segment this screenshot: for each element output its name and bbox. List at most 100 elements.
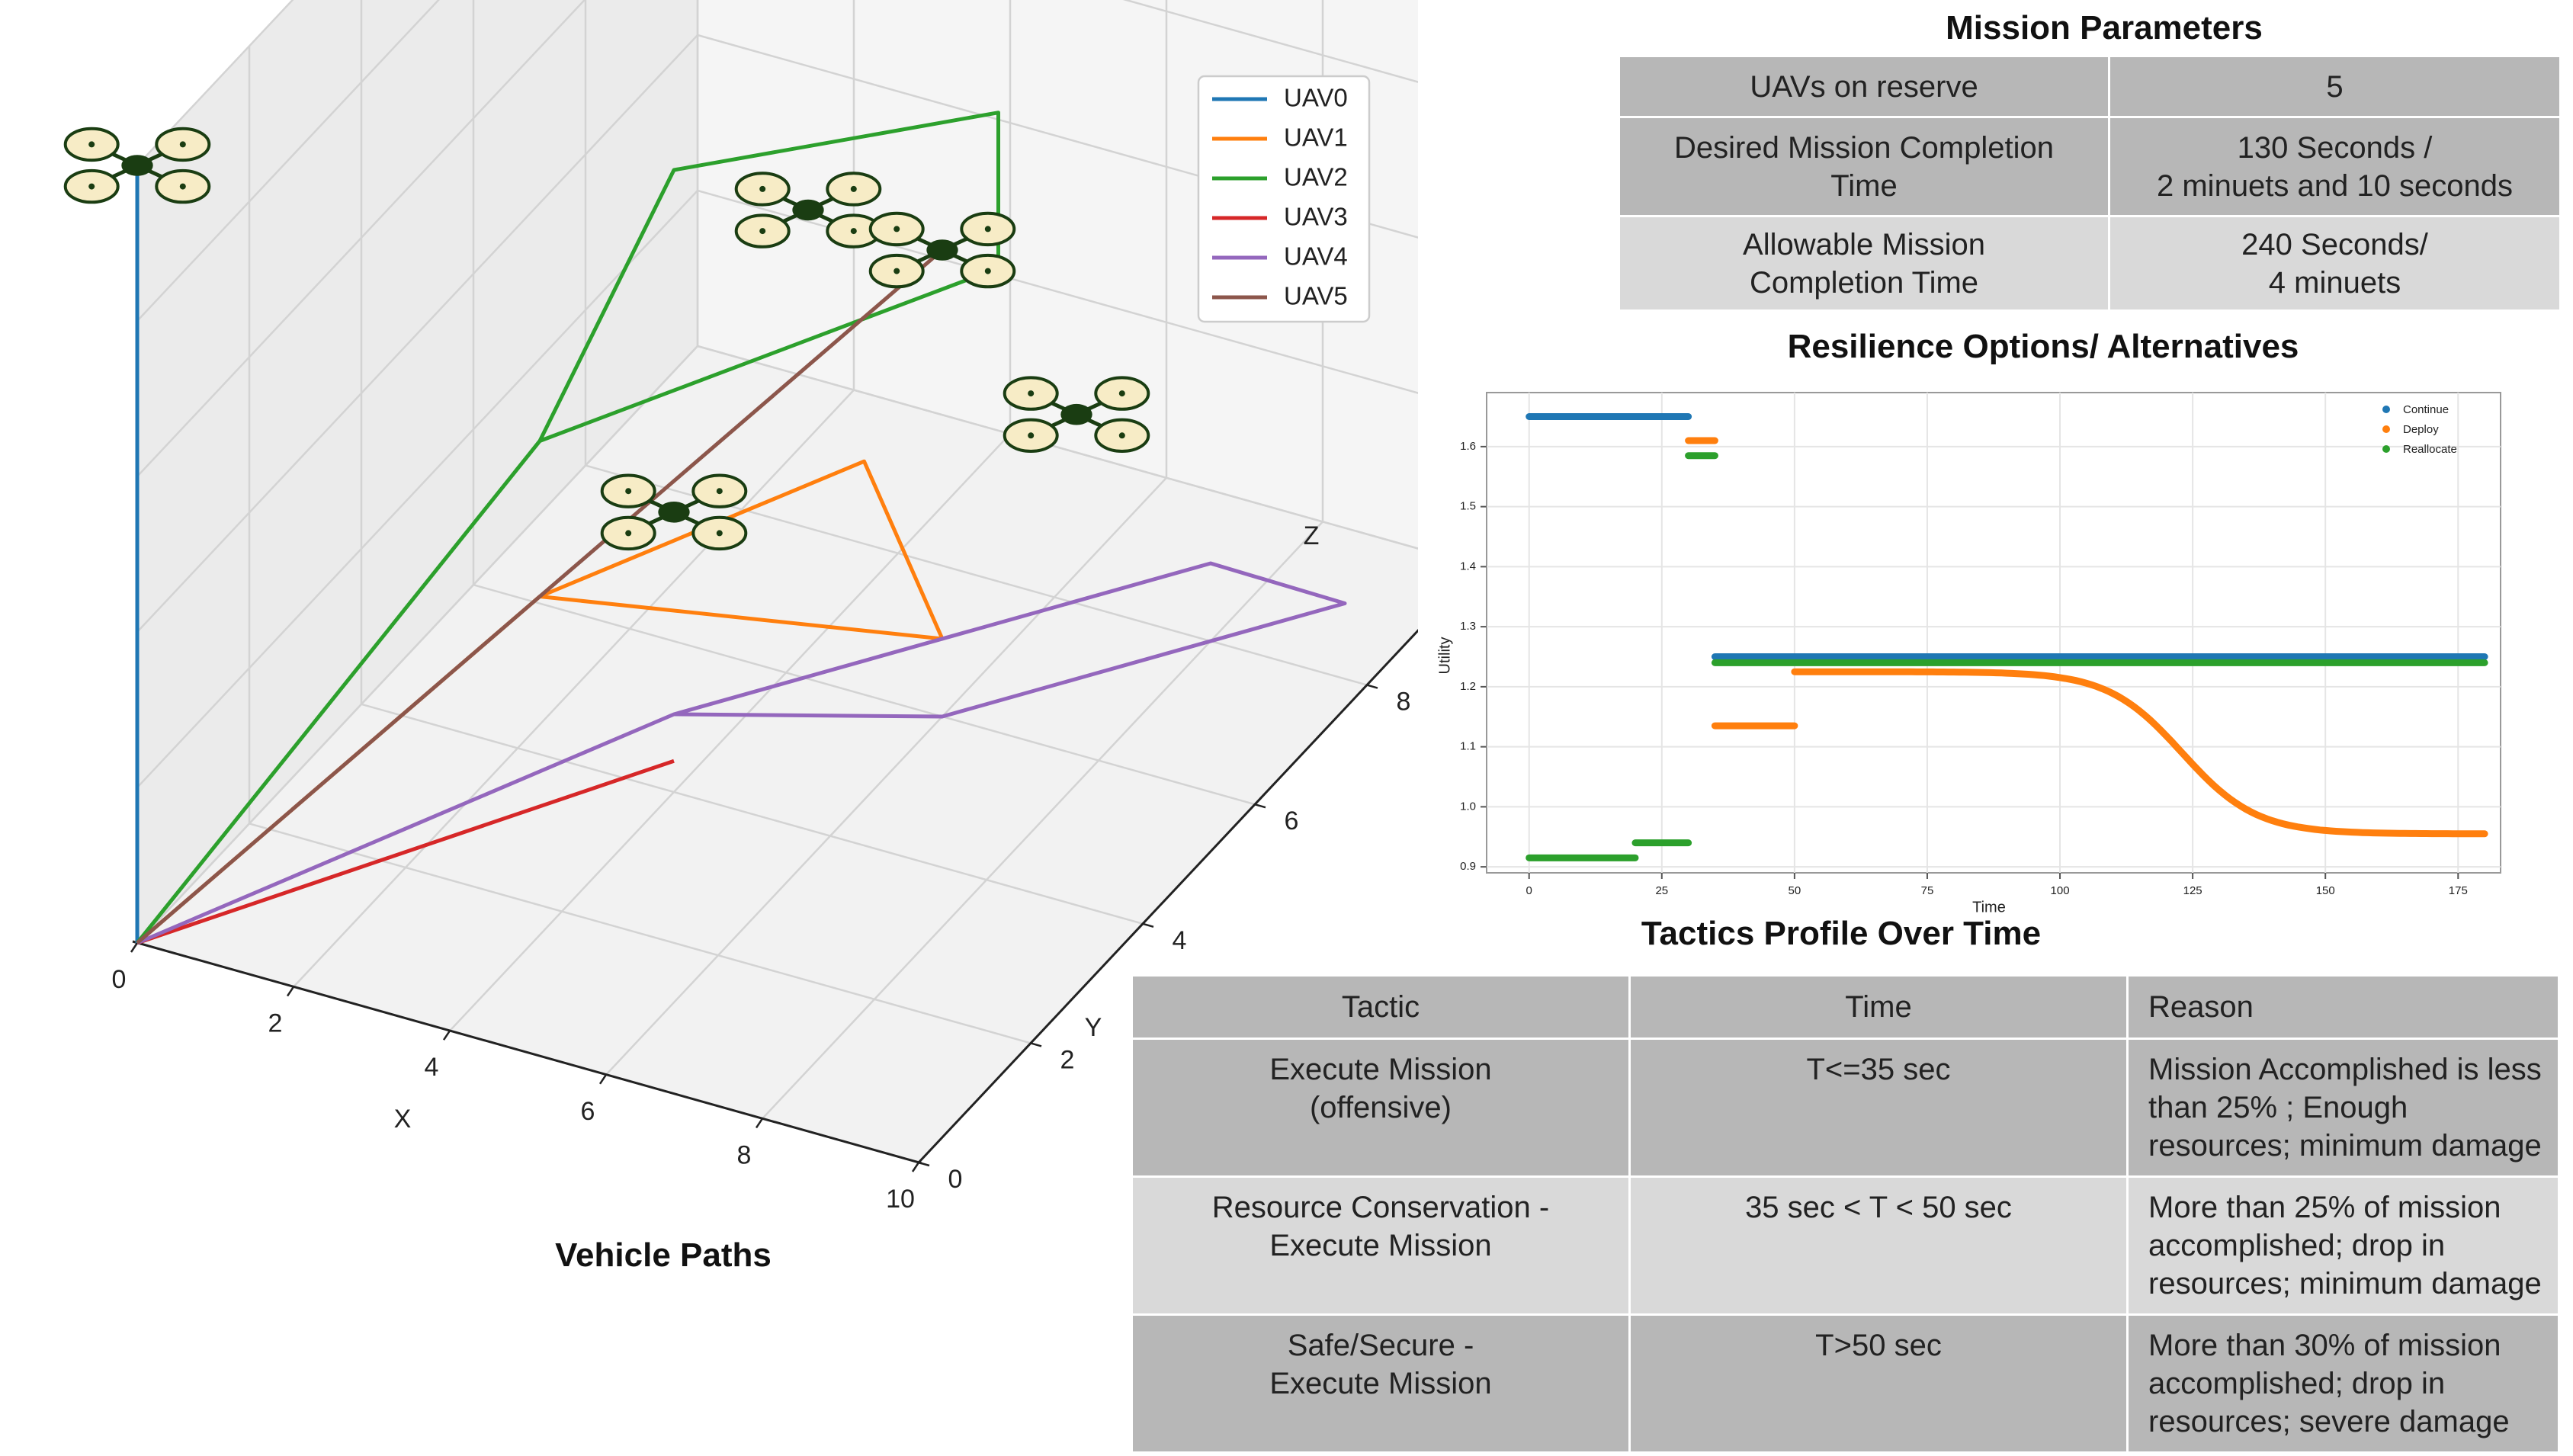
x-tick xyxy=(755,1118,764,1129)
mission-parameters-table: UAVs on reserve 5 Desired Mission Comple… xyxy=(1618,55,2562,312)
vehicle-paths-chart: 024681002468100246810XYZ UAV0UAV1UAV2UAV… xyxy=(63,0,1418,1214)
vehicle-paths-title: Vehicle Paths xyxy=(555,1236,772,1274)
x-tick-label: 8 xyxy=(737,1140,752,1169)
z-axis-label: Z xyxy=(1304,521,1320,550)
drone-hub xyxy=(1118,432,1125,439)
drone-body xyxy=(1060,403,1092,425)
drone-hub xyxy=(850,185,857,192)
legend-marker xyxy=(2382,445,2390,453)
x-tick xyxy=(130,942,139,953)
grid-line xyxy=(136,0,294,166)
drone-hub xyxy=(625,530,632,537)
drone-icon xyxy=(1003,376,1150,453)
drone-hub xyxy=(88,141,95,148)
legend-label: UAV4 xyxy=(1284,242,1348,271)
drone-hub xyxy=(1118,390,1125,397)
tactics-profile-table: Tactic Time Reason Execute Mission (offe… xyxy=(1131,974,2560,1454)
vehicle-paths-legend: UAV0 UAV1 UAV2 UAV3 UAV4 UAV5 xyxy=(1197,75,1371,323)
x-tick-label: 175 xyxy=(2449,884,2468,897)
x-tick xyxy=(911,1162,920,1172)
utility-data xyxy=(1526,413,2488,861)
parameter-label: UAVs on reserve xyxy=(1618,55,2110,118)
drone-icon xyxy=(600,473,748,551)
tactic-cell: Safe/Secure - Execute Mission xyxy=(1131,1313,1631,1454)
grid-line xyxy=(697,345,1418,550)
drone-hub xyxy=(716,488,723,495)
table-row: Safe/Secure - Execute Mission T>50 sec M… xyxy=(1131,1313,2560,1454)
legend-label: UAV1 xyxy=(1284,123,1348,152)
legend-marker xyxy=(2382,406,2390,413)
grid-line xyxy=(136,0,440,322)
drone-icon xyxy=(868,211,1016,289)
vehicle-paths-lines xyxy=(135,111,1347,945)
y-tick xyxy=(1254,803,1266,809)
drone-hub xyxy=(1028,390,1035,397)
parameter-label: Desired Mission Completion Time xyxy=(1618,116,2110,217)
grid-line xyxy=(361,703,1144,925)
drone-hub xyxy=(179,141,186,148)
y-tick-label: 1.1 xyxy=(1460,740,1476,753)
x-tick-label: 25 xyxy=(1655,884,1668,897)
table-row: Execute Mission (offensive) T<=35 sec Mi… xyxy=(1131,1037,2560,1178)
x-tick-label: 0 xyxy=(112,965,127,994)
drone-hub xyxy=(984,226,991,233)
grid-line xyxy=(473,583,1256,806)
legend-marker xyxy=(2382,425,2390,433)
drone-hub xyxy=(759,228,766,235)
x-tick-label: 4 xyxy=(425,1053,439,1082)
y-tick xyxy=(1030,1042,1042,1047)
parameter-value: 130 Seconds / 2 minuets and 10 seconds xyxy=(2108,116,2562,217)
path-uav5 xyxy=(136,249,944,944)
column-header-reason: Reason xyxy=(2126,974,2560,1040)
x-tick-label: 125 xyxy=(2183,884,2202,897)
time-cell: T>50 sec xyxy=(1628,1313,2129,1454)
y-tick-label: 1.5 xyxy=(1460,500,1476,513)
drone-hub xyxy=(88,183,95,190)
table-row: Desired Mission Completion Time 130 Seco… xyxy=(1618,116,2562,217)
legend-label: Reallocate xyxy=(2403,443,2457,456)
legend-label: UAV5 xyxy=(1284,282,1348,310)
column-header-time: Time xyxy=(1628,974,2129,1040)
parameter-value: 5 xyxy=(2108,55,2562,118)
x-tick xyxy=(442,1030,451,1041)
y-tick-label: 2 xyxy=(1060,1045,1075,1074)
x-tick xyxy=(286,986,295,997)
y-tick-label: 0 xyxy=(948,1165,963,1194)
x-tick-label: 2 xyxy=(268,1009,283,1038)
x-axis-line xyxy=(132,940,922,1165)
x-tick-label: 150 xyxy=(2316,884,2335,897)
x-tick xyxy=(598,1074,608,1085)
drone-hub xyxy=(759,185,766,192)
x-axis-label: Time xyxy=(1972,899,2006,916)
y-tick-label: 0.9 xyxy=(1460,860,1476,873)
x-tick-label: 100 xyxy=(2051,884,2070,897)
column-header-tactic: Tactic xyxy=(1131,974,1631,1040)
grid-line xyxy=(762,521,1323,1120)
grid-line xyxy=(605,476,1167,1076)
legend-label: Continue xyxy=(2403,403,2449,416)
y-axis-label: Utility xyxy=(1436,637,1453,675)
tactic-cell: Resource Conservation - Execute Mission xyxy=(1131,1175,1631,1316)
grid-line xyxy=(136,190,698,788)
x-tick-label: 0 xyxy=(1526,884,1532,897)
utility-legend: Continue Deploy Reallocate xyxy=(2382,403,2457,456)
y-tick-label: 1.2 xyxy=(1460,680,1476,693)
table-header-row: Tactic Time Reason xyxy=(1131,974,2560,1040)
left-pane xyxy=(137,0,698,943)
y-tick-label: 1.3 xyxy=(1460,620,1476,633)
data-deploy-curve xyxy=(1791,668,2488,838)
vehicle-paths-grid xyxy=(132,0,1418,1165)
y-tick-label: 1.4 xyxy=(1460,560,1476,572)
x-tick-label: 50 xyxy=(1789,884,1801,897)
vehicle-paths-drones xyxy=(63,127,1150,551)
legend-label: Deploy xyxy=(2403,423,2439,436)
path-uav4 xyxy=(136,561,1347,945)
y-axis-label: Y xyxy=(1085,1013,1102,1042)
grid-line xyxy=(136,0,586,477)
y-axis-line xyxy=(917,629,1418,1164)
grid-line xyxy=(1122,0,1418,83)
utility-grid xyxy=(1486,392,2501,874)
x-tick-label: 6 xyxy=(581,1097,595,1126)
path-uav2 xyxy=(136,111,1000,944)
drone-hub xyxy=(984,268,991,274)
